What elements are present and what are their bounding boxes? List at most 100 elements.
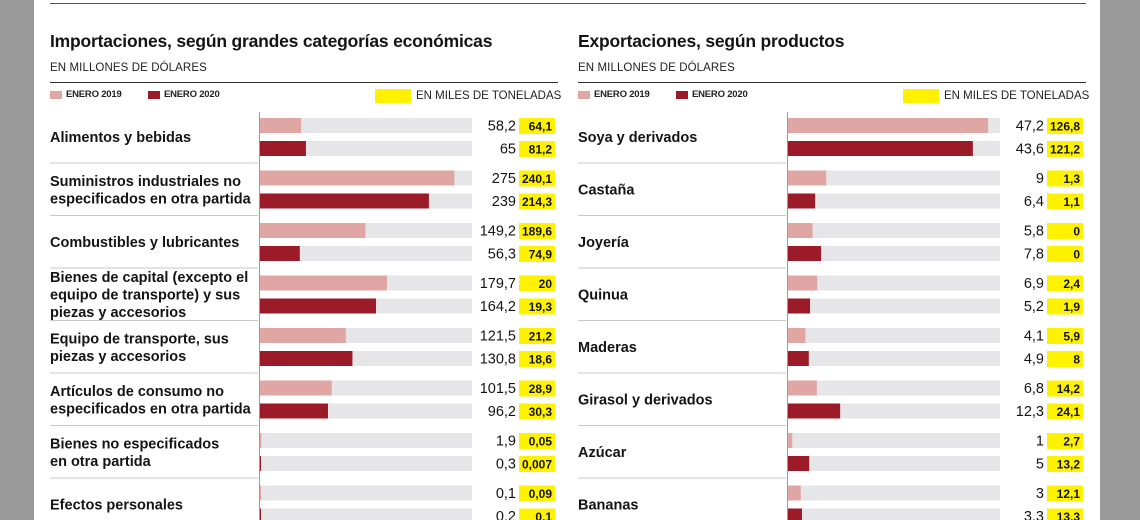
tonnage-label: 18,6 (529, 353, 553, 367)
legend-item-enero-2019: ENERO 2019 (578, 89, 650, 100)
tonnage-box (519, 433, 555, 449)
bar-track (260, 118, 472, 133)
tonnage-label: 64,1 (529, 120, 553, 134)
bar-enero-2019 (788, 118, 989, 133)
bar-track (788, 485, 1000, 501)
bar-track (788, 170, 1000, 186)
bar-track (788, 246, 1000, 261)
imports-panel: Importaciones, según grandes categorías … (50, 0, 562, 520)
bar-enero-2020 (260, 193, 429, 209)
value-label: 3 (1036, 486, 1044, 502)
bar-enero-2019 (788, 170, 827, 186)
legend-swatch-enero-2019 (578, 90, 590, 99)
tonnage-label: 1,1 (1063, 195, 1080, 209)
tonnage-box (519, 328, 555, 344)
top-rule (50, 3, 1086, 4)
value-label: 4,9 (1024, 352, 1044, 368)
value-label: 4,1 (1024, 329, 1044, 345)
tonnage-label: 30,3 (529, 405, 553, 419)
value-label: 179,7 (480, 276, 516, 292)
header-rule (50, 82, 558, 83)
value-label: 0,2 (496, 509, 516, 520)
bar-enero-2020 (788, 403, 841, 419)
tonnage-box (519, 403, 555, 420)
tonnage-label: 189,6 (522, 225, 552, 239)
tonnage-label: 14,2 (1057, 382, 1081, 396)
bar-track (788, 403, 1000, 419)
tonnage-box (519, 141, 555, 157)
legend-swatch-enero-2019 (50, 90, 62, 99)
bar-enero-2019 (260, 118, 302, 133)
tonnage-box (1047, 403, 1083, 420)
tonnage-box (1047, 485, 1083, 502)
category-row: Artículos de consumo no especificados en … (50, 380, 555, 426)
tonnage-box (519, 298, 555, 315)
value-label: 1 (1036, 434, 1044, 450)
tonnage-label: 8 (1073, 353, 1080, 367)
legend-item-enero-2020: ENERO 2020 (676, 89, 748, 100)
bar-track (788, 433, 1000, 448)
value-label: 0,1 (496, 486, 516, 502)
chart-title: Importaciones, según grandes categorías … (50, 31, 493, 51)
value-label: 101,5 (480, 381, 516, 397)
category-label-line: Soya y derivados (578, 130, 697, 146)
value-label: 164,2 (480, 299, 516, 315)
category-row: Castaña 9 1,3 6,4 1,1 (578, 170, 1083, 216)
legend-label-tonnage: EN MILES DE TONELADAS (416, 90, 562, 102)
category-label-line: Efectos personales (50, 498, 183, 514)
value-label: 7,8 (1024, 247, 1044, 263)
bar-enero-2020 (788, 298, 811, 314)
bar-enero-2020 (788, 193, 816, 209)
tonnage-label: 1,3 (1063, 172, 1080, 186)
tonnage-box (1047, 246, 1083, 262)
tonnage-box (1047, 223, 1083, 239)
header-rule (578, 82, 1086, 83)
tonnage-label: 5,9 (1063, 330, 1080, 344)
tonnage-box (1047, 456, 1083, 472)
bar-enero-2020 (788, 508, 802, 520)
category-row: Azúcar 1 2,7 5 13,2 (578, 433, 1083, 479)
legend-label-enero-2020: ENERO 2020 (164, 89, 220, 100)
tonnage-box (1047, 298, 1083, 315)
exports-chart: Soya y derivados 47,2 126,8 43,6 121,2 Castañ… (578, 112, 1083, 520)
value-label: 149,2 (480, 224, 516, 240)
value-label: 5,8 (1024, 224, 1044, 240)
bar-track (788, 351, 1000, 366)
imports-chart: Alimentos y bebidas 58,2 64,1 65 81,2 Suminis… (50, 112, 555, 520)
tonnage-label: 13,3 (1057, 510, 1081, 520)
category-label: Artículos de consumo no especificados en … (50, 384, 252, 418)
category-row: Suministros industriales no especificados… (50, 170, 555, 216)
bar-track (788, 193, 1000, 209)
category-label: Bienes no especificados en otra partida (50, 436, 219, 470)
infographic-sheet: Importaciones, según grandes categorías … (34, 0, 1100, 520)
bar-enero-2019 (260, 380, 332, 396)
category-row: Soya y derivados 47,2 126,8 43,6 121,2 (578, 118, 1083, 164)
bar-enero-2020 (260, 403, 328, 419)
category-label: Azúcar (578, 445, 627, 461)
tonnage-label: 24,1 (1057, 405, 1081, 419)
tonnage-label: 1,9 (1063, 300, 1080, 314)
category-label: Bananas (578, 498, 638, 514)
category-label-line: Suministros industriales no (50, 174, 241, 190)
category-label: Joyería (578, 235, 630, 251)
bar-track (260, 141, 472, 156)
value-label: 56,3 (488, 247, 516, 263)
legend-swatch-enero-2020 (676, 90, 688, 99)
value-label: 121,5 (480, 329, 516, 345)
tonnage-box (519, 118, 555, 134)
category-row: Alimentos y bebidas 58,2 64,1 65 81,2 (50, 118, 555, 164)
tonnage-label: 126,8 (1050, 120, 1080, 134)
category-label: Soya y derivados (578, 130, 697, 146)
value-label: 12,3 (1016, 404, 1044, 420)
category-row: Combustibles y lubricantes 149,2 189,6 56,3… (50, 223, 555, 269)
category-label: Equipo de transporte, sus piezas y acceso… (50, 331, 229, 365)
category-label-line: Girasol y derivados (578, 393, 713, 409)
bar-track (788, 223, 1000, 238)
category-label-line: Bienes de capital (excepto el (50, 270, 248, 286)
category-label-line: piezas y accesorios (50, 349, 186, 365)
tonnage-box (519, 275, 555, 292)
value-label: 5 (1036, 457, 1044, 473)
bar-enero-2020 (260, 298, 377, 314)
category-row: Bienes de capital (excepto el equipo de t… (50, 270, 555, 321)
value-label: 47,2 (1016, 119, 1044, 135)
